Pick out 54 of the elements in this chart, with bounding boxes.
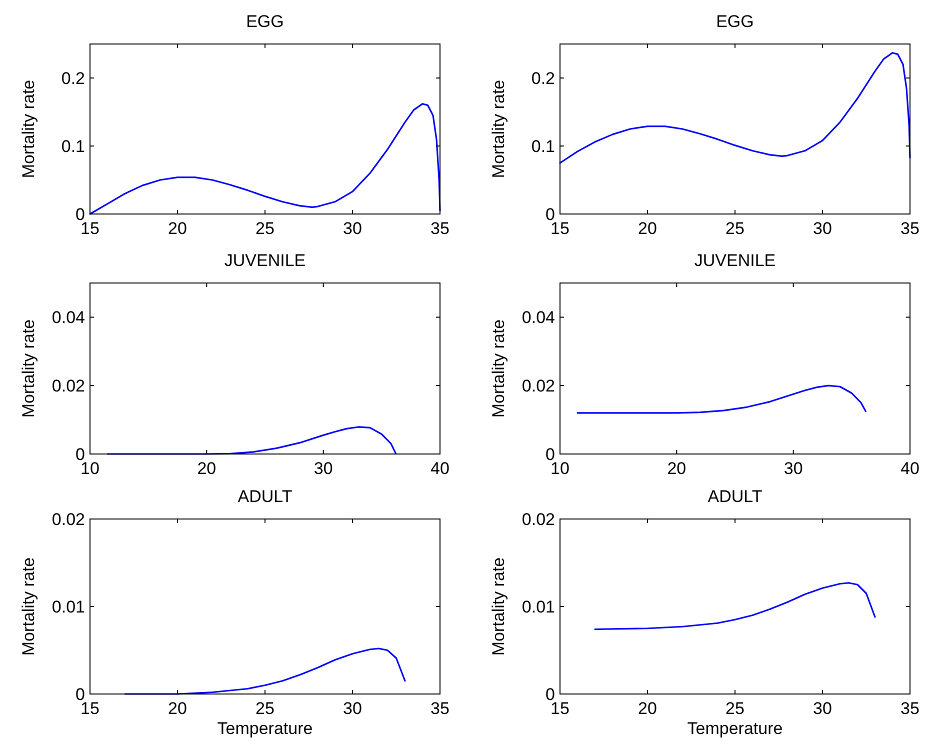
x-tick-label: 30 xyxy=(314,459,333,478)
y-tick-label: 0.01 xyxy=(52,598,85,616)
y-tick-label: 0.01 xyxy=(522,598,555,616)
x-tick-label: 30 xyxy=(813,699,832,718)
x-tick-label: 35 xyxy=(430,219,450,238)
chart-title: ADULT xyxy=(708,487,762,506)
line-series xyxy=(594,582,876,630)
x-tick-label: 25 xyxy=(256,699,274,718)
x-tick-label: 20 xyxy=(638,699,657,718)
line-series xyxy=(559,52,911,164)
chart-title: JUVENILE xyxy=(694,251,776,270)
x-tick-label: 20 xyxy=(197,459,216,478)
x-tick-label: 30 xyxy=(343,219,362,238)
x-tick-label: 30 xyxy=(343,699,362,718)
line-series xyxy=(89,103,441,215)
y-tick-label: 0.02 xyxy=(522,376,555,396)
y-tick-label: 0.1 xyxy=(531,137,555,156)
y-tick-label: 0.1 xyxy=(61,137,85,156)
chart-title: ADULT xyxy=(238,487,292,506)
y-tick-label: 0.02 xyxy=(522,510,555,529)
y-tick-label: 0.04 xyxy=(52,308,85,328)
x-tick-label: 25 xyxy=(726,219,744,238)
y-tick-label: 0.2 xyxy=(531,69,555,88)
x-tick-label: 35 xyxy=(430,699,450,718)
x-tick-label: 20 xyxy=(168,219,187,238)
x-tick-label: 35 xyxy=(900,219,920,238)
y-axis-title: Mortality rate xyxy=(489,557,508,656)
x-axis-title: Temperature xyxy=(687,719,783,738)
x-tick-label: 25 xyxy=(256,219,274,238)
y-axis-title: Mortality rate xyxy=(489,80,508,178)
line-series xyxy=(576,384,866,414)
chart-title: EGG xyxy=(716,12,754,31)
y-axis-title: Mortality rate xyxy=(489,319,508,418)
y-tick-label: 0.2 xyxy=(61,69,85,88)
x-tick-label: 40 xyxy=(430,459,450,478)
x-tick-label: 40 xyxy=(900,459,920,478)
x-tick-label: 35 xyxy=(900,699,920,718)
y-axis-title: Mortality rate xyxy=(19,557,38,656)
x-tick-label: 30 xyxy=(813,219,832,238)
x-tick-label: 20 xyxy=(168,699,187,718)
y-axis-title: Mortality rate xyxy=(19,319,38,418)
y-tick-label: 0.02 xyxy=(52,376,85,396)
y-tick-label: 0.02 xyxy=(52,510,85,529)
chart-title: JUVENILE xyxy=(224,251,306,270)
x-tick-label: 20 xyxy=(638,219,657,238)
line-series xyxy=(124,648,406,695)
x-tick-label: 30 xyxy=(784,459,803,478)
line-series xyxy=(106,426,396,455)
y-tick-label: 0.04 xyxy=(522,308,555,328)
y-axis-title: Mortality rate xyxy=(19,80,38,178)
chart-title: EGG xyxy=(246,12,284,31)
x-tick-label: 20 xyxy=(667,459,686,478)
x-tick-label: 25 xyxy=(726,699,744,718)
x-axis-title: Temperature xyxy=(217,719,313,738)
